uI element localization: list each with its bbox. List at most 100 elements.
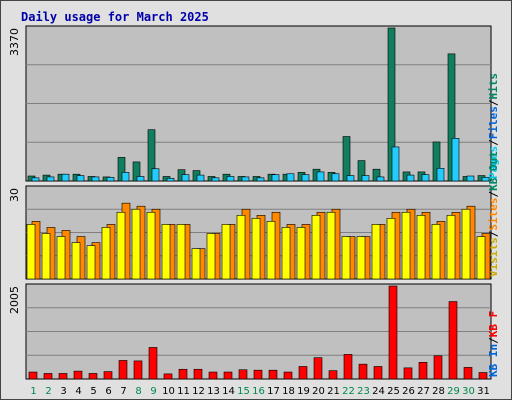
bar-sites-day-2 bbox=[41, 233, 51, 280]
bar-pages-day-8 bbox=[136, 176, 145, 182]
bar-pages-day-4 bbox=[76, 175, 85, 182]
bar-kb-day-15 bbox=[238, 369, 248, 380]
bar-pages-day-19 bbox=[301, 174, 310, 182]
x-tick-label: 30 bbox=[462, 386, 475, 397]
bar-sites-day-23 bbox=[356, 236, 366, 280]
bar-pages-day-13 bbox=[211, 177, 220, 182]
bar-sites-day-19 bbox=[296, 227, 306, 280]
x-tick-label: 15 bbox=[237, 386, 250, 397]
x-tick-label: 9 bbox=[150, 386, 156, 397]
bar-kb-day-8 bbox=[133, 360, 143, 380]
x-tick-label: 23 bbox=[357, 386, 370, 397]
bar-pages-day-31 bbox=[481, 177, 490, 182]
bar-sites-day-29 bbox=[446, 215, 456, 280]
axis-label-separator: / bbox=[487, 191, 500, 198]
bar-pages-day-28 bbox=[436, 167, 445, 182]
bar-sites-day-10 bbox=[161, 224, 171, 280]
bar-pages-day-15 bbox=[241, 176, 250, 182]
axis-label-kb-in: KB In bbox=[487, 344, 500, 377]
axis-label-separator: / bbox=[487, 230, 500, 237]
bar-sites-day-27 bbox=[416, 215, 426, 280]
bar-pages-day-6 bbox=[106, 177, 115, 182]
x-tick-label: 11 bbox=[177, 386, 190, 397]
bar-kb-day-11 bbox=[178, 368, 188, 380]
bar-sites-day-30 bbox=[461, 208, 471, 280]
bar-kb-day-1 bbox=[28, 371, 38, 380]
bar-kb-day-29 bbox=[448, 301, 458, 380]
x-tick-label: 17 bbox=[267, 386, 280, 397]
bar-kb-day-4 bbox=[73, 370, 83, 380]
bar-hits-day-23 bbox=[357, 160, 366, 182]
bar-pages-day-11 bbox=[181, 174, 190, 182]
x-tick-label: 28 bbox=[432, 386, 445, 397]
bar-kb-day-30 bbox=[463, 367, 473, 380]
bar-kb-day-22 bbox=[343, 354, 353, 380]
bar-kb-day-2 bbox=[43, 373, 53, 380]
bar-sites-day-17 bbox=[266, 221, 276, 280]
bar-sites-day-4 bbox=[71, 242, 81, 280]
bar-sites-day-3 bbox=[56, 236, 66, 280]
bar-kb-day-9 bbox=[148, 347, 158, 380]
bar-sites-day-26 bbox=[401, 211, 411, 280]
bar-pages-day-20 bbox=[316, 171, 325, 182]
bar-pages-day-23 bbox=[361, 175, 370, 182]
bar-pages-day-29 bbox=[451, 138, 460, 182]
bar-kb-day-16 bbox=[253, 369, 263, 380]
axis-label-hits: Hits bbox=[487, 73, 500, 100]
x-tick-label: 12 bbox=[192, 386, 205, 397]
bar-kb-day-6 bbox=[103, 371, 113, 380]
axis-label-separator: / bbox=[487, 337, 500, 344]
bar-kb-day-27 bbox=[418, 362, 428, 380]
x-tick-label: 13 bbox=[207, 386, 220, 397]
bar-pages-day-16 bbox=[256, 177, 265, 182]
axis-label-separator: / bbox=[487, 99, 500, 106]
chart-title: Daily usage for March 2025 bbox=[21, 10, 209, 24]
x-tick-label: 27 bbox=[417, 386, 430, 397]
axis-label-pages: Pages bbox=[487, 146, 500, 179]
bar-sites-day-31 bbox=[476, 236, 486, 280]
bar-sites-day-20 bbox=[311, 215, 321, 280]
bar-kb-day-28 bbox=[433, 355, 443, 380]
bar-pages-day-9 bbox=[151, 168, 160, 182]
bar-sites-day-7 bbox=[116, 211, 126, 280]
bar-kb-day-25 bbox=[388, 285, 398, 380]
axis-label-sites: Sites bbox=[487, 198, 500, 231]
panel-hits-axis-label: Pages/Files/Hits bbox=[487, 73, 500, 179]
bar-sites-day-5 bbox=[86, 245, 96, 280]
x-tick-label: 6 bbox=[105, 386, 111, 397]
bar-hits-day-7 bbox=[117, 157, 126, 182]
bar-kb-day-5 bbox=[88, 373, 98, 380]
bar-sites-day-9 bbox=[146, 211, 156, 280]
bar-kb-day-19 bbox=[298, 366, 308, 380]
x-tick-label: 22 bbox=[342, 386, 355, 397]
bar-pages-day-27 bbox=[421, 174, 430, 182]
bar-sites-day-28 bbox=[431, 224, 441, 280]
bar-pages-day-21 bbox=[331, 173, 340, 182]
bar-pages-day-1 bbox=[31, 177, 40, 182]
bar-pages-day-12 bbox=[196, 174, 205, 182]
bar-sites-day-16 bbox=[251, 218, 261, 280]
bar-sites-day-11 bbox=[176, 224, 186, 280]
x-tick-label: 14 bbox=[222, 386, 235, 397]
bar-pages-day-26 bbox=[406, 174, 415, 182]
bar-pages-day-22 bbox=[346, 175, 355, 182]
axis-label-kb-f: KB F bbox=[487, 311, 500, 338]
panel-kbytes-ymax-label: 2005 bbox=[8, 286, 21, 314]
x-tick-label: 8 bbox=[135, 386, 141, 397]
bar-kb-day-14 bbox=[223, 371, 233, 380]
x-tick-label: 3 bbox=[60, 386, 66, 397]
bar-kb-day-23 bbox=[358, 363, 368, 380]
bar-pages-day-14 bbox=[226, 176, 235, 182]
bar-kb-day-7 bbox=[118, 360, 128, 380]
bar-kb-day-26 bbox=[403, 367, 413, 380]
x-tick-label: 7 bbox=[120, 386, 126, 397]
bar-pages-day-7 bbox=[121, 172, 130, 182]
bar-kb-day-21 bbox=[328, 370, 338, 380]
bar-sites-day-14 bbox=[221, 224, 231, 280]
bar-hits-day-28 bbox=[432, 141, 441, 182]
bar-kb-day-20 bbox=[313, 357, 323, 380]
bar-kb-day-17 bbox=[268, 369, 278, 380]
bar-hits-day-29 bbox=[447, 53, 456, 182]
bar-sites-day-6 bbox=[101, 227, 111, 280]
